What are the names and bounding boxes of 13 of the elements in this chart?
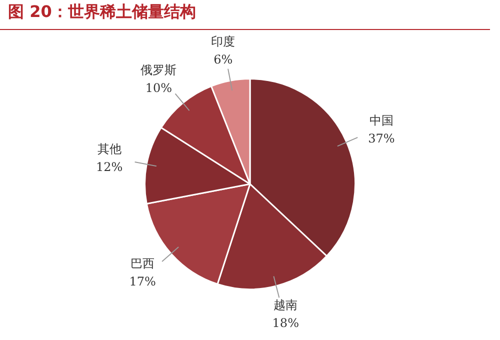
data-label: 17%: [129, 274, 156, 289]
data-label: 12%: [96, 160, 123, 174]
slice-label: 巴西: [130, 256, 155, 271]
slice-label: 其他: [97, 142, 122, 156]
slice-label: 印度: [211, 34, 236, 48]
data-label: 18%: [272, 316, 299, 330]
slice-label: 中国: [369, 113, 394, 128]
slice-label: 俄罗斯: [140, 62, 177, 77]
data-label: 37%: [368, 131, 395, 146]
slice-label: 越南: [274, 298, 298, 312]
data-label: 10%: [145, 80, 172, 95]
data-label: 6%: [214, 52, 233, 66]
chart-title: 图 20：世界稀土储量结构: [0, 0, 490, 30]
